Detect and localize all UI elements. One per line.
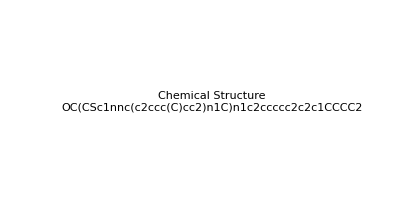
Text: Chemical Structure
OC(CSc1nnc(c2ccc(C)cc2)n1C)n1c2ccccc2c2c1CCCC2: Chemical Structure OC(CSc1nnc(c2ccc(C)cc… xyxy=(61,90,362,112)
